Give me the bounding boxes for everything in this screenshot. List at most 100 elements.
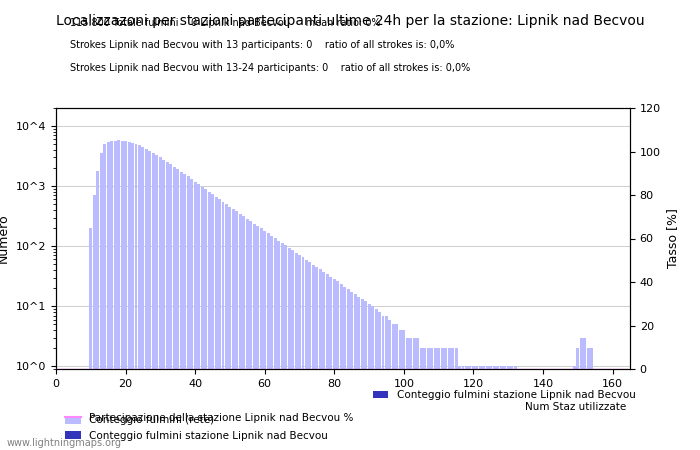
Bar: [218, 199, 221, 450]
Bar: [503, 366, 506, 450]
Bar: [378, 312, 381, 450]
Bar: [343, 287, 346, 450]
Bar: [493, 366, 496, 450]
Partecipazione della stazione Lipnik nad Becvou %: [494, 366, 502, 372]
Bar: [385, 315, 388, 450]
Bar: [120, 141, 124, 450]
Bar: [141, 147, 144, 450]
Bar: [159, 158, 162, 450]
Bar: [357, 297, 360, 450]
Bar: [190, 179, 193, 450]
Bar: [239, 214, 242, 450]
Bar: [576, 348, 580, 450]
Bar: [225, 204, 228, 450]
Bar: [309, 262, 312, 450]
Bar: [277, 241, 280, 450]
Bar: [267, 233, 270, 450]
Bar: [382, 315, 384, 450]
Bar: [454, 348, 458, 450]
Bar: [263, 231, 266, 450]
Bar: [590, 348, 593, 450]
Bar: [194, 182, 197, 450]
Bar: [242, 216, 245, 450]
Bar: [482, 366, 485, 450]
Partecipazione della stazione Lipnik nad Becvou %: [52, 366, 60, 372]
Bar: [99, 153, 103, 450]
Bar: [110, 141, 113, 450]
Bar: [173, 167, 176, 450]
Bar: [340, 284, 343, 450]
Bar: [580, 338, 583, 450]
Bar: [274, 238, 276, 450]
Bar: [155, 155, 158, 450]
Bar: [444, 348, 447, 450]
Partecipazione della stazione Lipnik nad Becvou %: [622, 366, 631, 372]
Bar: [291, 250, 294, 450]
Bar: [305, 260, 308, 450]
Text: Localizzazoni per stazioni partecipanti ultime 24h per la stazione: Lipnik nad B: Localizzazoni per stazioni partecipanti …: [56, 14, 644, 27]
Bar: [323, 272, 326, 450]
Bar: [197, 184, 200, 450]
Bar: [461, 366, 465, 450]
Bar: [406, 338, 409, 450]
Bar: [399, 330, 402, 450]
Bar: [131, 143, 134, 450]
Bar: [162, 160, 165, 450]
Bar: [389, 320, 391, 450]
Bar: [427, 348, 430, 450]
Legend: Conteggio fulmini (rete), Conteggio fulmini stazione Lipnik nad Becvou: Conteggio fulmini (rete), Conteggio fulm…: [61, 411, 332, 445]
Partecipazione della stazione Lipnik nad Becvou %: [260, 366, 269, 372]
Bar: [438, 348, 440, 450]
Bar: [410, 338, 412, 450]
Bar: [204, 189, 207, 450]
Bar: [510, 366, 513, 450]
Bar: [451, 348, 454, 450]
Bar: [395, 324, 398, 450]
Bar: [148, 151, 151, 450]
Bar: [201, 187, 204, 450]
Bar: [392, 324, 395, 450]
Bar: [270, 236, 273, 450]
Bar: [302, 257, 304, 450]
Bar: [458, 366, 461, 450]
Bar: [420, 348, 423, 450]
Bar: [434, 348, 437, 450]
Bar: [489, 366, 492, 450]
Bar: [298, 255, 301, 450]
Text: 115.800 Totale fulmini    0 Lipnik nad Becvou     mean ratio: 0%: 115.800 Totale fulmini 0 Lipnik nad Becv…: [70, 18, 381, 28]
Bar: [288, 248, 290, 450]
Bar: [93, 195, 96, 450]
Bar: [326, 274, 329, 450]
Bar: [256, 226, 259, 450]
Bar: [486, 366, 489, 450]
Bar: [117, 140, 120, 450]
Bar: [183, 174, 186, 450]
Bar: [500, 366, 503, 450]
Bar: [441, 348, 444, 450]
Bar: [354, 294, 357, 450]
Bar: [221, 202, 225, 450]
Partecipazione della stazione Lipnik nad Becvou %: [438, 366, 447, 372]
Bar: [134, 144, 137, 450]
Bar: [312, 265, 315, 450]
Bar: [360, 299, 363, 450]
Bar: [472, 366, 475, 450]
Bar: [496, 366, 499, 450]
Bar: [416, 338, 419, 450]
Bar: [374, 309, 377, 450]
Bar: [364, 302, 367, 450]
Bar: [465, 366, 468, 450]
Bar: [90, 228, 92, 450]
Bar: [329, 277, 332, 450]
Bar: [152, 153, 155, 450]
Bar: [583, 338, 587, 450]
Text: www.lightningmaps.org: www.lightningmaps.org: [7, 438, 122, 448]
Bar: [413, 338, 416, 450]
Bar: [232, 209, 235, 450]
Bar: [447, 348, 451, 450]
Bar: [211, 194, 214, 450]
Text: Strokes Lipnik nad Becvou with 13 participants: 0    ratio of all strokes is: 0,: Strokes Lipnik nad Becvou with 13 partic…: [70, 40, 454, 50]
Legend: Conteggio fulmini stazione Lipnik nad Becvou: Conteggio fulmini stazione Lipnik nad Be…: [368, 386, 640, 404]
Partecipazione della stazione Lipnik nad Becvou %: [108, 366, 116, 372]
Bar: [587, 348, 589, 450]
